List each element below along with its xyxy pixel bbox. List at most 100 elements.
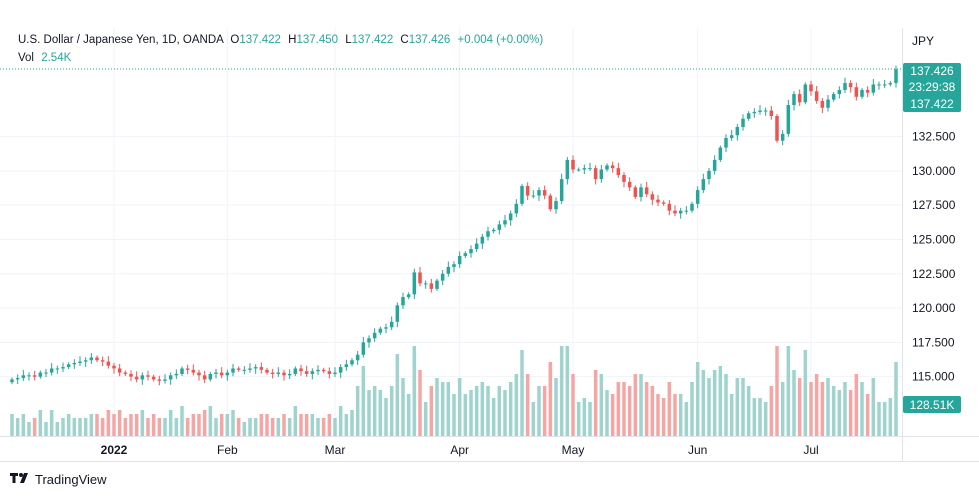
volume-bar <box>888 398 893 436</box>
volume-bar <box>95 414 99 436</box>
volume-bar <box>344 414 349 436</box>
candle-body <box>605 165 609 170</box>
candle-body <box>225 372 230 376</box>
volume-bar <box>491 398 496 436</box>
tradingview-branding[interactable]: TradingView <box>10 472 107 487</box>
candle-body <box>803 84 808 103</box>
volume-bar <box>837 390 842 436</box>
candle-body <box>78 361 82 363</box>
volume-bar <box>32 418 37 436</box>
time-tick-label: 2022 <box>101 443 128 457</box>
volume-bar <box>582 398 587 436</box>
price-axis[interactable]: 115.000 117.500 120.000 122.500 125.000 127.5… <box>912 130 956 384</box>
candle-body <box>389 321 394 328</box>
volume-bar <box>622 382 626 436</box>
candle-body <box>548 195 553 210</box>
candle-body <box>758 110 762 112</box>
volume-bar <box>695 362 700 436</box>
volume-label[interactable]: Vol <box>18 52 34 64</box>
candle-body <box>741 118 745 127</box>
candle-body <box>100 360 105 362</box>
volume-bar <box>55 422 60 436</box>
candle-body <box>644 187 649 195</box>
volume-badge-label: 128.51K <box>910 398 955 412</box>
volume-bar <box>814 374 819 436</box>
candle-body <box>378 328 383 333</box>
price-tick-label: 115.000 <box>912 370 955 384</box>
volume-bar <box>248 418 252 436</box>
candle-body <box>752 111 757 114</box>
candle-body <box>384 327 388 329</box>
candle-body <box>44 372 48 374</box>
candle-body <box>214 372 218 374</box>
candle-body <box>208 373 213 380</box>
volume-bar <box>525 374 530 436</box>
candle-body <box>769 110 774 117</box>
volume-badge: 128.51K <box>903 396 961 413</box>
candle-body <box>684 210 689 212</box>
volume-bar <box>678 394 683 436</box>
volume-bar <box>639 374 643 436</box>
candle-body <box>809 84 813 92</box>
candle-body <box>157 379 162 381</box>
volume-bar <box>503 390 507 436</box>
volume-bar <box>548 362 553 436</box>
candle-body <box>338 367 343 373</box>
candle-body <box>735 126 740 136</box>
volume-bar <box>174 418 179 436</box>
candle-body <box>503 220 507 225</box>
candle-body <box>38 372 43 377</box>
volume-bar <box>15 418 20 436</box>
candle-body <box>355 354 360 361</box>
volume-bar <box>486 386 490 436</box>
candle-body <box>350 360 354 365</box>
volume-bar <box>338 406 343 436</box>
volume-bar <box>372 386 377 436</box>
candle-body <box>55 368 60 370</box>
candle-body <box>894 69 898 84</box>
volume-bar <box>327 414 332 436</box>
candle-body <box>146 375 150 377</box>
volume-bar <box>151 414 156 436</box>
candle-body <box>117 368 122 373</box>
volume-bar <box>401 378 405 436</box>
volume-bar <box>542 386 547 436</box>
volume-bar <box>429 386 434 436</box>
volume-bar <box>724 374 728 436</box>
volume-bar <box>219 414 224 436</box>
volume-bar <box>769 386 774 436</box>
candle-body <box>542 190 547 196</box>
volume-bar <box>117 410 122 436</box>
volume-bar <box>729 394 734 436</box>
open-label: O <box>230 34 240 46</box>
volume-bar <box>89 414 94 436</box>
candle-body <box>299 368 303 372</box>
volume-bar <box>809 382 813 436</box>
volume-bar <box>463 394 468 436</box>
candle-body <box>282 372 286 376</box>
volume-bar <box>106 410 111 436</box>
volume-bar <box>514 374 519 436</box>
candle-body <box>622 175 626 182</box>
candle-body <box>231 368 235 373</box>
volume-bar <box>214 418 218 436</box>
candle-body <box>690 203 694 211</box>
volume-bar <box>185 418 190 436</box>
low-label: L <box>345 34 352 46</box>
price-tick-label: 127.500 <box>912 198 956 212</box>
time-axis[interactable]: 2022 Feb Mar Apr May Jun Jul <box>101 443 819 457</box>
volume-bar <box>66 414 71 436</box>
candle-body <box>877 84 881 86</box>
price-tick-label: 132.500 <box>912 130 956 144</box>
volume-bar <box>112 414 116 436</box>
candle-body <box>401 297 405 306</box>
candle-body <box>293 368 298 374</box>
volume-bar <box>763 402 768 436</box>
candle-body <box>168 375 173 380</box>
candle-body <box>395 305 400 322</box>
candle-body <box>871 84 876 93</box>
symbol-title[interactable]: U.S. Dollar / Japanese Yen, 1D, OANDA <box>18 34 224 46</box>
candle-body <box>435 280 439 289</box>
candle-body <box>66 364 71 368</box>
